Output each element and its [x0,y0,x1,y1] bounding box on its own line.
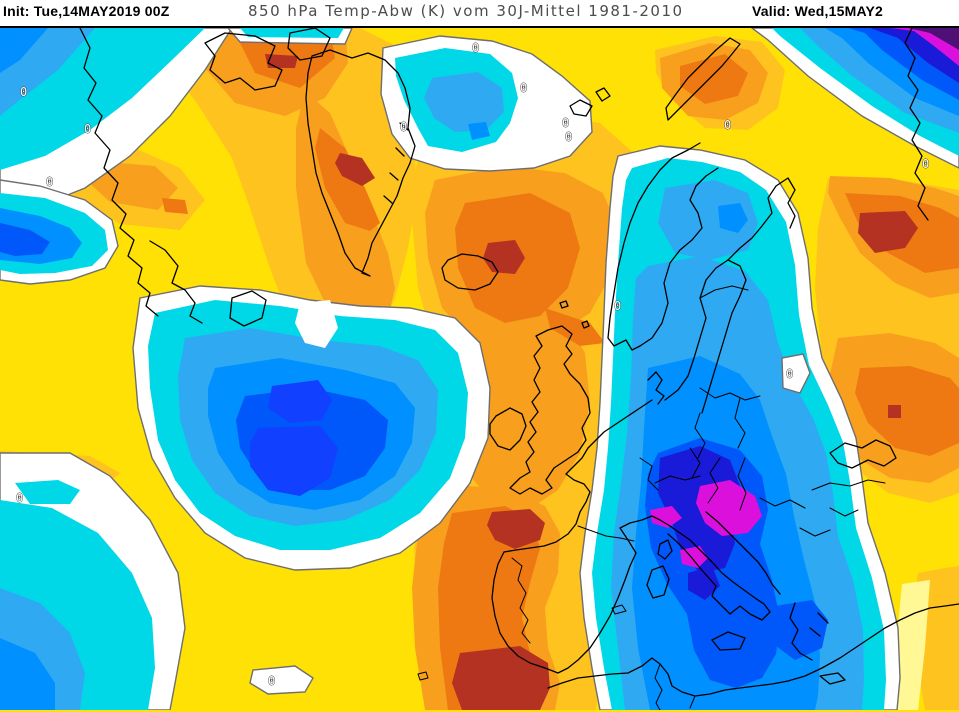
zero-label: 0 [472,41,479,55]
chart-title: 850 hPa Temp-Abw (K) vom 30J-Mittel 1981… [248,2,684,20]
zero-label: 0 [520,81,527,95]
zero-label: 0 [268,674,275,688]
zero-label: 0 [84,122,91,136]
coastlines [79,28,959,710]
zero-label: 0 [20,85,27,99]
zero-contour-labels: 0 0 0 0 0 0 0 0 0 0 0 0 0 0 [16,41,930,689]
zero-label: 0 [614,299,621,313]
zero-label: 0 [724,118,731,132]
zero-label: 0 [565,130,572,144]
zero-label: 0 [562,116,569,130]
header-bar: Init: Tue,14MAY2019 00Z 850 hPa Temp-Abw… [0,0,959,26]
zero-label: 0 [16,491,23,505]
zero-label: 0 [786,367,793,381]
valid-time-label: Valid: Wed,15MAY2 [752,3,884,19]
zero-label: 0 [922,157,929,171]
zero-label: 0 [46,175,53,189]
temperature-anomaly-map: 0 0 0 0 0 0 0 0 0 0 0 0 0 0 [0,28,959,710]
init-time-label: Init: Tue,14MAY2019 00Z [3,3,170,19]
weather-map: 0 0 0 0 0 0 0 0 0 0 0 0 0 0 [0,26,959,712]
zero-label: 0 [400,120,407,134]
